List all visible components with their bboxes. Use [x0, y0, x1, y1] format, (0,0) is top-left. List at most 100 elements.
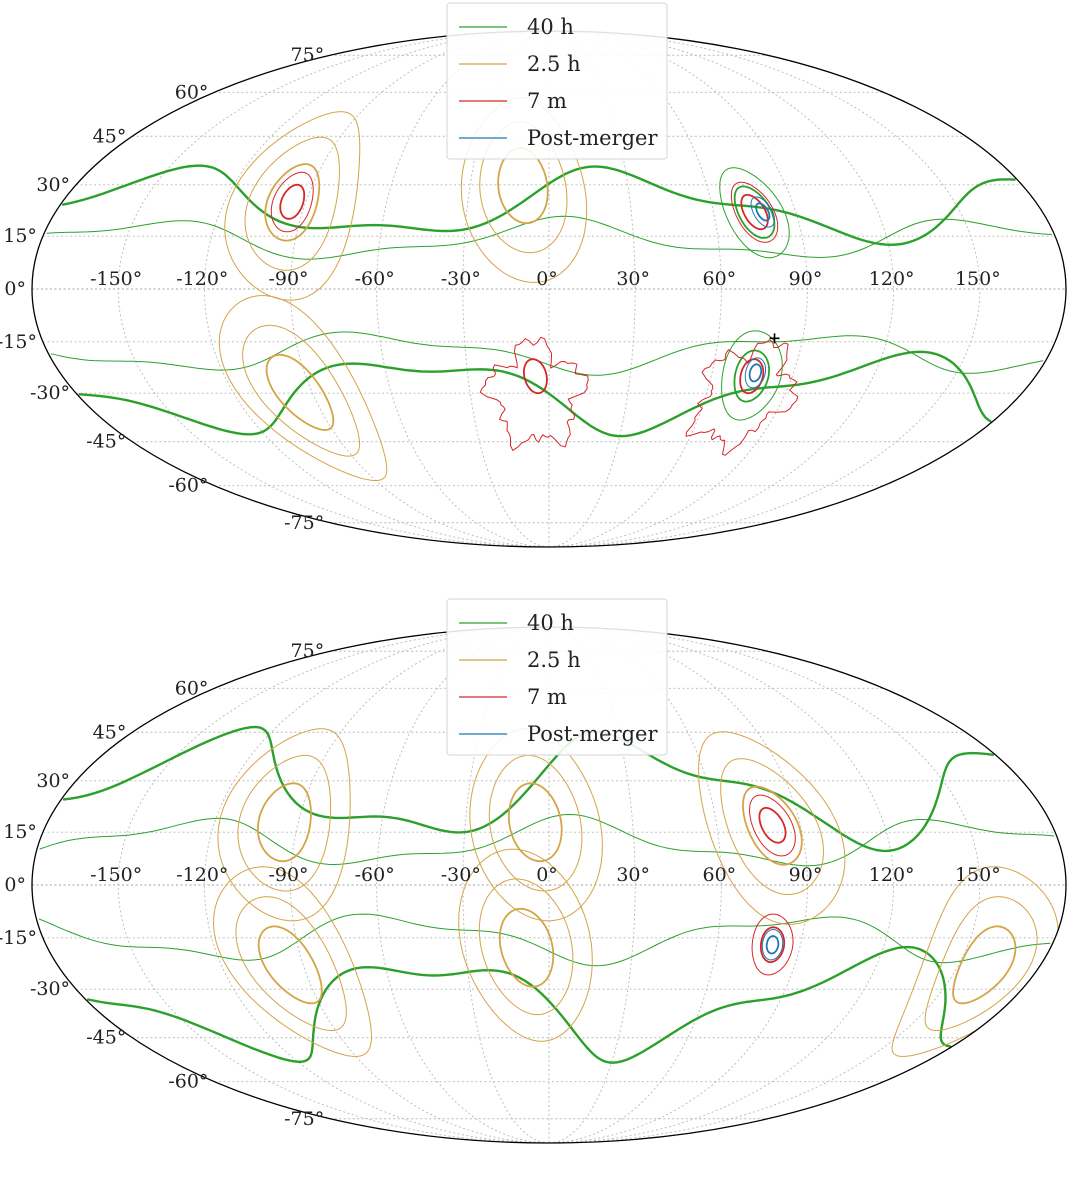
contour-7-m: [749, 794, 796, 857]
contour-layer: [46, 97, 1052, 481]
contour-40h: [78, 350, 992, 438]
legend-label: Post-merger: [527, 126, 658, 150]
meridian-line: [203, 30, 550, 548]
meridian-line: [548, 30, 895, 548]
longitude-tick-label: -120°: [176, 864, 228, 886]
contour-7-m: [758, 807, 787, 844]
contour-post-merger: [761, 929, 784, 961]
contour-2-5-h: [952, 925, 1017, 1005]
contour-7-m: [739, 358, 765, 395]
contour-2-5-h: [235, 896, 347, 1031]
contour-post-merger: [744, 357, 767, 389]
true-source-marker: [769, 333, 780, 344]
longitude-tick-label: 120°: [869, 268, 915, 290]
contour-7-m: [279, 183, 306, 220]
latitude-tick-label: -45°: [86, 431, 126, 453]
skymap-panel-bottom: -150° -120° -90° -60° -30° 0° 30° 60° 90° 120° 150…: [0, 598, 1067, 1144]
contour-2-5-h: [507, 782, 563, 863]
legend-label: 40 h: [527, 611, 574, 635]
contour-7-m: [270, 171, 314, 233]
latitude-tick-label: 60°: [175, 677, 209, 699]
contour-2-5-h: [264, 163, 321, 242]
contour-40-h: [721, 330, 783, 421]
longitude-tick-label: -90°: [268, 268, 308, 290]
contour-40-h: [733, 349, 770, 403]
latitude-tick-label: -15°: [0, 331, 37, 353]
latitude-tick-label: 45°: [93, 125, 127, 147]
contour-2-5-h: [265, 353, 335, 431]
legend-label: 2.5 h: [527, 648, 581, 672]
longitude-tick-label: 60°: [702, 864, 736, 886]
longitude-tick-label: -60°: [355, 268, 395, 290]
longitude-tick-label: 30°: [616, 864, 650, 886]
legend-label: Post-merger: [527, 722, 658, 746]
contour-post-merger: [765, 935, 780, 955]
contour-2-5-h: [458, 848, 593, 1042]
contour-40-h: [733, 185, 776, 239]
latitude-tick-label: -15°: [0, 927, 37, 949]
contour-2-5-h: [498, 907, 555, 988]
legend-label: 2.5 h: [527, 52, 581, 76]
longitude-tick-label: 150°: [955, 864, 1001, 886]
longitude-tick-label: -30°: [441, 268, 481, 290]
contour-40-h: [719, 167, 790, 259]
contour-2-5-h: [257, 925, 323, 1005]
latitude-tick-label: -60°: [168, 475, 208, 497]
legend-label: 7 m: [527, 685, 567, 709]
longitude-tick-label: 0°: [536, 864, 558, 886]
contour-7-m: [760, 926, 786, 963]
latitude-tick-label: 15°: [3, 225, 37, 247]
contour-7-m: [730, 181, 779, 243]
contour-2-5-h: [244, 136, 340, 271]
legend-label: 40 h: [527, 15, 574, 39]
longitude-tick-label: 150°: [955, 268, 1001, 290]
longitude-tick-label: -150°: [90, 268, 142, 290]
longitude-tick-label: 60°: [702, 268, 736, 290]
meridian-line: [376, 30, 550, 548]
longitude-tick-label: -150°: [90, 864, 142, 886]
contour-7-m: [523, 358, 548, 395]
latitude-tick-label: -75°: [284, 1108, 324, 1130]
longitude-tick-label: -90°: [268, 864, 308, 886]
longitude-tick-label: 120°: [869, 864, 915, 886]
meridian-line: [548, 626, 895, 1144]
contour-40h: [39, 814, 1055, 867]
contour-post-merger: [750, 196, 775, 228]
legend-box: [446, 2, 668, 160]
contour-2-5-h: [217, 728, 351, 922]
latitude-tick-label: -60°: [168, 1071, 208, 1093]
contour-2-5-h: [720, 758, 824, 895]
skymap-panel-top: -150° -120° -90° -60° -30° 0° 30° 60° 90° 120° 150…: [0, 2, 1067, 548]
latitude-tick-label: -75°: [284, 512, 324, 534]
contour-40h: [62, 164, 1016, 246]
latitude-tick-label: 75°: [291, 640, 325, 662]
latitude-tick-label: 15°: [3, 821, 37, 843]
latitude-tick-label: 0°: [4, 278, 26, 300]
longitude-tick-label: 0°: [536, 268, 558, 290]
latitude-tick-label: 0°: [4, 874, 26, 896]
contour-post-merger: [755, 202, 771, 222]
contour-2-5-h: [698, 731, 846, 925]
contour-40h: [87, 945, 952, 1064]
contour-40h: [50, 331, 1044, 376]
contour-7-m: [740, 194, 769, 231]
contour-40h: [62, 725, 995, 853]
longitude-tick-label: -60°: [355, 864, 395, 886]
longitude-tick-label: -30°: [441, 864, 481, 886]
latitude-tick-label: -45°: [86, 1027, 126, 1049]
contour-2-5-h: [257, 782, 312, 863]
latitude-tick-label: 45°: [93, 721, 127, 743]
contour-2-5-h: [218, 295, 388, 481]
meridian-line: [203, 626, 550, 1144]
legend: 40 h 2.5 h 7 m Post-merger: [446, 2, 668, 160]
longitude-tick-label: 90°: [789, 268, 823, 290]
contour-7-m: [751, 913, 794, 976]
contour-2-5-h: [242, 324, 361, 457]
contour-post-merger: [748, 363, 763, 383]
contour-7-m: [479, 336, 589, 451]
latitude-tick-label: 60°: [175, 81, 209, 103]
contour-2-5-h: [891, 866, 1059, 1057]
contour-2-5-h: [742, 785, 803, 866]
contour-2-5-h: [478, 878, 574, 1016]
